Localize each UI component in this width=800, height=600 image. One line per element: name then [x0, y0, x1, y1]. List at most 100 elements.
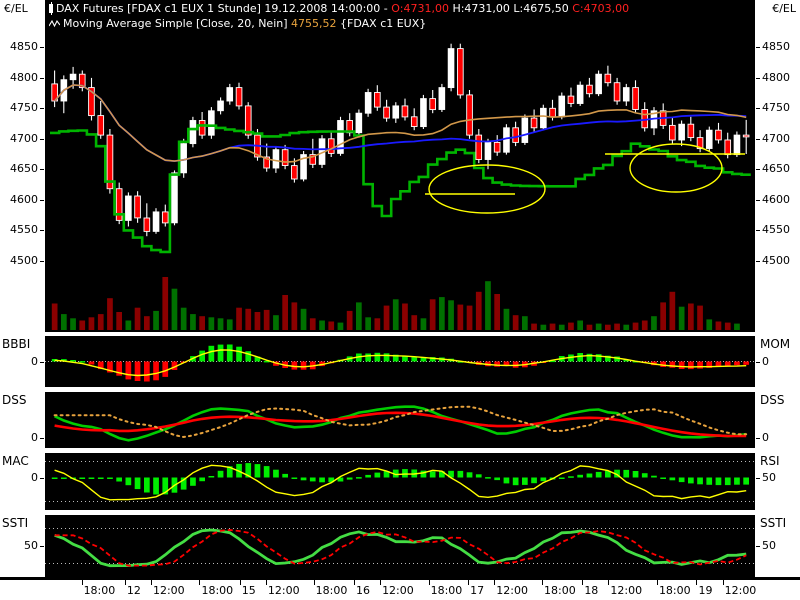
time-tick: [468, 580, 470, 585]
dss-orange-dotted-line: [53, 405, 748, 439]
panel-name-right-bbbi: MOM: [760, 337, 791, 351]
time-tick: [150, 580, 152, 585]
dss-svg: [53, 405, 748, 442]
panel-name-left-mac: MAC: [2, 454, 29, 468]
time-tick: [722, 580, 724, 585]
header-instrument-line: DAX Futures [FDAX c1 EUX 1 Stunde] 19.12…: [49, 2, 630, 15]
time-axis-label: 12: [126, 584, 141, 597]
green-band-line: [50, 124, 751, 254]
time-tick: [239, 580, 241, 585]
time-tick: [380, 580, 382, 585]
volume-series: [51, 277, 740, 330]
header-indicator: Moving Average Simple [Close, 20, Nein]: [63, 17, 288, 30]
header-open: O:4731,00: [391, 2, 449, 15]
time-axis-label: 18:00: [430, 584, 463, 597]
panel-name-right-ssti: SSTI: [760, 516, 787, 530]
axis-label-left-mac: 0: [31, 470, 38, 484]
time-axis-label: 12:00: [152, 584, 185, 597]
price-axis-label-right-4800: 4800: [762, 70, 790, 84]
header-low: L:4675,50: [513, 2, 569, 15]
axis-tick: [40, 230, 44, 232]
time-axis-label: 17: [470, 584, 485, 597]
mac-rsi-svg: [45, 461, 755, 502]
axis-tick: [756, 477, 760, 479]
price-axis-label-right-4500: 4500: [762, 253, 790, 267]
chart-header: DAX Futures [FDAX c1 EUX 1 Stunde] 19.12…: [45, 0, 755, 34]
panel-name-left-bbbi: BBBI: [2, 337, 31, 351]
axis-tick: [756, 230, 760, 232]
axis-tick: [756, 77, 760, 79]
time-axis-divider: [0, 577, 800, 580]
ssti-red-dashed-line: [54, 529, 747, 567]
price-axis-label-left-4800: 4800: [10, 70, 38, 84]
time-axis-label: 12:00: [496, 584, 528, 597]
wave-icon: [49, 19, 60, 28]
time-tick: [124, 580, 126, 585]
ssti-svg: [45, 528, 755, 568]
dss-green-line: [54, 405, 747, 442]
axis-tick: [40, 438, 44, 439]
ssti-panel[interactable]: [45, 515, 755, 577]
header-close: C:4703,00: [572, 2, 630, 15]
axis-label-right-dss: 0: [762, 431, 769, 444]
axis-label-right-bbbi: 0: [762, 354, 769, 368]
time-axis-label: 18:00: [544, 584, 576, 597]
price-chart-panel[interactable]: [45, 34, 755, 332]
candlestick-icon: [49, 2, 53, 15]
panel-name-right-mac: RSI: [760, 454, 780, 468]
price-axis-label-right-4750: 4750: [762, 101, 790, 115]
time-tick: [353, 580, 355, 585]
axis-tick: [40, 169, 44, 171]
bbbi-line: [54, 349, 747, 377]
axis-tick: [40, 260, 44, 262]
price-axis-label-right-4700: 4700: [762, 131, 790, 145]
time-tick: [582, 580, 584, 585]
header-indicator-value: 4755,52: [291, 17, 337, 30]
time-axis-label: 18: [584, 584, 599, 597]
mac-rsi-panel[interactable]: [45, 453, 755, 510]
time-axis-label: 19: [698, 584, 713, 597]
bbbi-mom-panel[interactable]: [45, 336, 755, 387]
axis-label-left-ssti: 50: [24, 539, 38, 552]
price-axis-label-right-4650: 4650: [762, 162, 790, 176]
time-axis-label: 12:00: [724, 584, 757, 597]
header-high: H:4731,00: [452, 2, 510, 15]
time-tick: [81, 580, 83, 585]
time-tick: [313, 580, 315, 585]
time-tick: [265, 580, 267, 585]
header-datetime: 19.12.2008 14:00:00: [264, 2, 381, 15]
axis-tick: [40, 77, 44, 79]
panel-name-left-dss: DSS: [2, 393, 27, 407]
time-axis-label: 18:00: [315, 584, 348, 597]
time-tick: [656, 580, 658, 585]
price-axis-label-left-4550: 4550: [10, 223, 38, 237]
axis-tick: [756, 169, 760, 171]
time-axis-label: 16: [355, 584, 370, 597]
axis-tick: [756, 260, 760, 262]
dss-panel[interactable]: [45, 392, 755, 448]
dss-red-line: [54, 411, 747, 438]
price-axis-label-left-4600: 4600: [10, 192, 38, 206]
header-instrument: DAX Futures [FDAX c1 EUX 1 Stunde]: [56, 2, 261, 15]
gold-ma-line: [53, 84, 747, 163]
time-axis-label: 18:00: [83, 584, 116, 597]
time-tick: [696, 580, 698, 585]
time-axis-label: 12:00: [267, 584, 300, 597]
axis-tick: [40, 361, 44, 363]
bbbi-mom-svg: [45, 344, 755, 382]
time-tick: [542, 580, 543, 585]
axis-tick: [40, 138, 44, 140]
axis-tick: [756, 438, 760, 439]
time-axis-label: 12:00: [382, 584, 414, 597]
panel-name-left-ssti: SSTI: [2, 516, 29, 530]
price-axis-label-right-4550: 4550: [762, 223, 790, 237]
header-separator: -: [383, 2, 388, 15]
price-axis-label-left-4850: 4850: [10, 40, 38, 54]
time-axis-label: 15: [241, 584, 256, 597]
time-axis-label: 12:00: [610, 584, 643, 597]
axis-label-right-ssti: 50: [762, 539, 776, 552]
price-axis-label-right-4600: 4600: [762, 192, 790, 206]
ssti-green-line: [54, 528, 747, 568]
time-axis-label: 18:00: [658, 584, 691, 597]
